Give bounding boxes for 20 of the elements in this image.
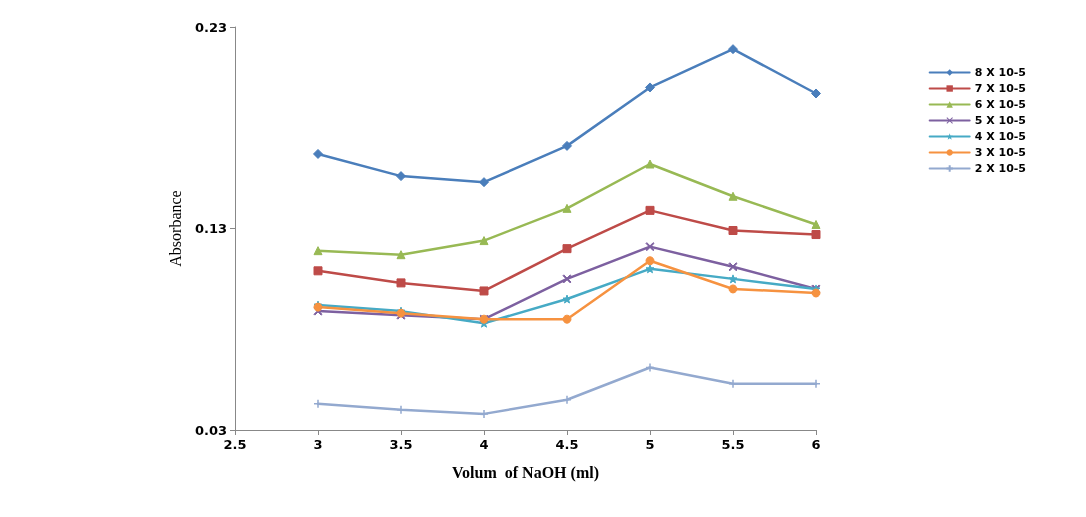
legend-label: 6 X 10-5 [974, 98, 1027, 111]
legend-label: 3 X 10-5 [974, 146, 1027, 159]
x-tick-label: 5 [645, 437, 655, 452]
x-tick-label: 4.5 [555, 437, 579, 452]
legend-label: 8 X 10-5 [974, 66, 1027, 79]
x-tick-label: 6 [811, 437, 821, 452]
y-tick-label: 0.13 [194, 221, 227, 236]
x-tick-label: 5.5 [721, 437, 745, 452]
legend-label: 4 X 10-5 [974, 130, 1027, 143]
x-tick-label: 3 [313, 437, 323, 452]
x-axis-title: Volum of NaOH (ml) [452, 463, 599, 482]
x-tick-label: 2.5 [223, 437, 247, 452]
y-tick-label: 0.23 [194, 19, 227, 35]
y-tick-label: 0.03 [194, 422, 227, 438]
legend-label: 7 X 10-5 [974, 82, 1027, 95]
legend-label: 2 X 10-5 [974, 162, 1027, 175]
legend-label: 5 X 10-5 [974, 114, 1027, 127]
x-tick-label: 3.5 [389, 437, 413, 452]
y-axis-title: Absorbance [166, 190, 184, 267]
x-tick-label: 4 [479, 437, 489, 452]
